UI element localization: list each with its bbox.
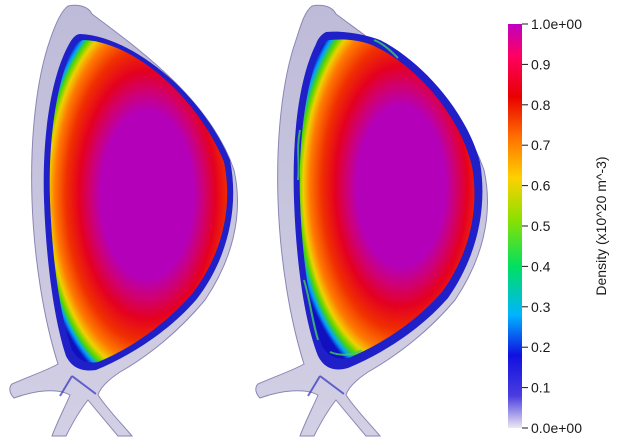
right-density-slice [255, 4, 488, 437]
left-plasma-core [49, 40, 228, 363]
right-edge-filaments [297, 39, 399, 356]
colorbar-tick-label: 0.1 [531, 380, 551, 396]
colorbar-tick-label: 0.0e+00 [531, 420, 582, 436]
right-divertor-leg [307, 375, 345, 397]
right-plasma-core [299, 39, 475, 359]
colorbar-tick-label: 1.0e+00 [531, 16, 582, 32]
colorbar-tick-label: 0.5 [531, 218, 551, 234]
left-density-slice [9, 4, 238, 437]
colorbar: 1.0e+00 0.9 0.8 0.7 0.6 0.5 0.4 0.3 0.2 0.1 0.0e+0… [508, 16, 609, 436]
left-divertor-leg [59, 375, 97, 397]
colorbar-tick-label: 0.9 [531, 56, 551, 72]
colorbar-tick-label: 0.4 [531, 258, 551, 274]
colorbar-tick-label: 0.7 [531, 137, 551, 153]
colorbar-tick-label: 0.3 [531, 299, 551, 315]
colorbar-tick-label: 0.2 [531, 339, 551, 355]
colorbar-gradient [508, 24, 522, 428]
colorbar-tick-label: 0.6 [531, 178, 551, 194]
colorbar-ticks: 1.0e+00 0.9 0.8 0.7 0.6 0.5 0.4 0.3 0.2 0.1 0.0e+0… [522, 16, 582, 436]
colorbar-title: Density (x10^20 m^-3) [593, 156, 609, 295]
colorbar-tick-label: 0.8 [531, 97, 551, 113]
